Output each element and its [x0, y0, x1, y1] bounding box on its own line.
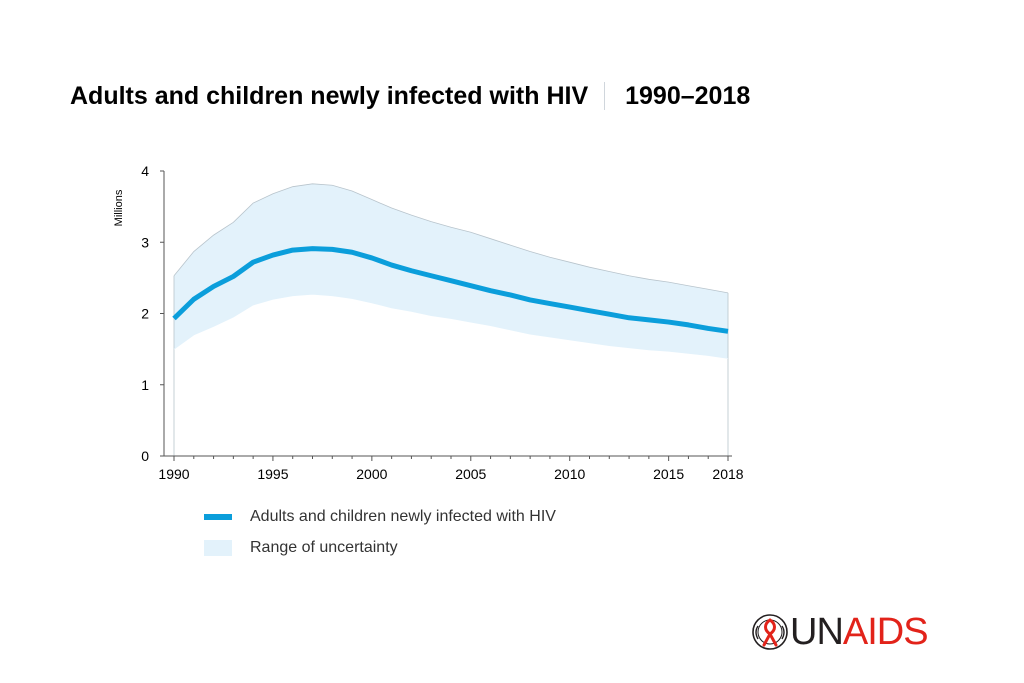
legend-item-band: Range of uncertainty [204, 537, 556, 559]
y-tick-label: 3 [141, 234, 149, 250]
title-text: Adults and children newly infected with … [70, 81, 589, 110]
x-tick-label: 2000 [356, 466, 387, 482]
logo-wordmark: UNAIDS [790, 611, 929, 653]
chart-title: Adults and children newly infected with … [70, 80, 750, 112]
chart-canvas: 0 1 2 3 4 1990 1995 2000 2005 2010 2015 2018 Millio… [113, 163, 744, 482]
title-separator [604, 82, 606, 110]
legend-label-line: Adults and children newly infected with … [250, 508, 556, 525]
legend: Adults and children newly infected with … [204, 506, 556, 568]
x-tick-label: 2005 [455, 466, 486, 482]
y-tick-label: 0 [141, 448, 149, 464]
uncertainty-band [174, 183, 728, 359]
x-tick-label: 1995 [257, 466, 288, 482]
y-tick-label: 1 [141, 377, 149, 393]
band-lower-edge [173, 293, 729, 359]
legend-swatch-line [204, 514, 232, 520]
x-tick-label: 1990 [158, 466, 189, 482]
axes: 0 1 2 3 4 1990 1995 2000 2005 2010 2015 2018 [141, 163, 744, 482]
y-tick-label: 4 [141, 163, 149, 179]
x-tick-label: 2015 [653, 466, 684, 482]
x-tick-label: 2018 [712, 466, 743, 482]
unaids-logo: UNAIDS [750, 611, 929, 653]
x-tick-label: 2010 [554, 466, 585, 482]
legend-item-line: Adults and children newly infected with … [204, 506, 556, 528]
legend-swatch-band [204, 540, 232, 556]
title-period: 1990–2018 [625, 81, 751, 110]
y-axis-label: Millions [113, 189, 125, 226]
un-emblem-icon [752, 614, 788, 650]
band-upper-edge [173, 183, 729, 294]
legend-label-band: Range of uncertainty [250, 539, 398, 556]
y-tick-label: 2 [141, 306, 149, 322]
series-line [172, 246, 729, 334]
